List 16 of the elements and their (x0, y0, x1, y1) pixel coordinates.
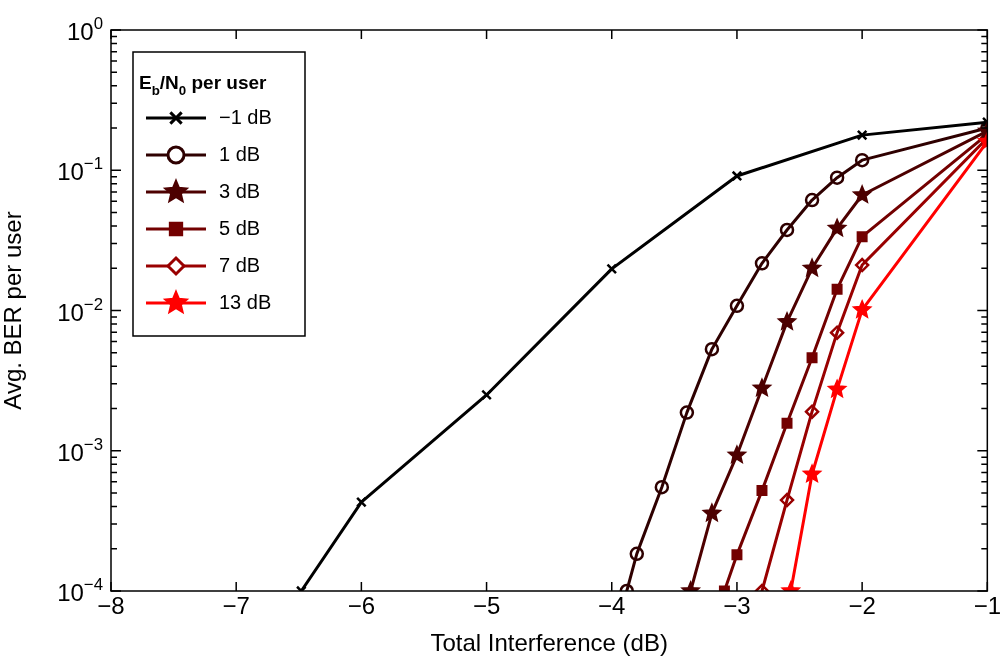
x-tick-label: −3 (723, 592, 751, 620)
x-tick-label: −1 (973, 592, 1002, 620)
x-tick-label: −5 (472, 592, 501, 620)
x-tick-label: −4 (598, 592, 626, 620)
y-axis-title: Avg. BER per user (0, 211, 27, 410)
legend-label: 1 dB (219, 142, 261, 165)
legend-label: 7 dB (219, 253, 261, 276)
legend-label: −1 dB (219, 105, 272, 128)
legend-label: 3 dB (219, 179, 261, 202)
legend-label: 5 dB (219, 216, 261, 239)
x-tick-label: −6 (347, 592, 376, 620)
x-tick-label: −7 (222, 592, 250, 620)
x-tick-label: −8 (97, 592, 125, 620)
x-axis-title: Total Interference (dB) (430, 629, 668, 657)
legend-label: 13 dB (219, 290, 272, 313)
x-tick-label: −2 (848, 592, 876, 620)
